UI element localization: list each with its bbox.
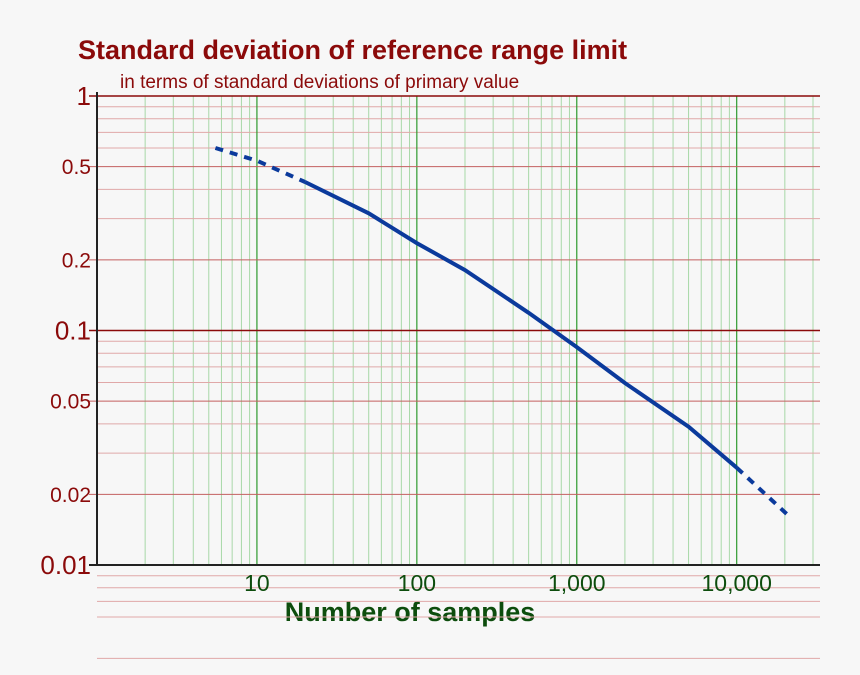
x-tick-label: 100 bbox=[398, 570, 436, 596]
y-tick-label: 0.2 bbox=[62, 249, 91, 272]
y-tick-label: 0.5 bbox=[62, 156, 91, 179]
y-tick-label: 0.1 bbox=[55, 315, 91, 345]
x-tick-label: 10,000 bbox=[702, 570, 772, 596]
chart-subtitle: in terms of standard deviations of prima… bbox=[120, 72, 519, 93]
y-tick-label: 0.02 bbox=[50, 484, 91, 507]
y-tick-label: 0.05 bbox=[50, 391, 91, 414]
data-line bbox=[304, 180, 738, 470]
x-tick-label: 1,000 bbox=[548, 570, 606, 596]
y-tick-label: 0.01 bbox=[40, 550, 91, 580]
data-line bbox=[214, 146, 793, 520]
y-tick-label: 1 bbox=[77, 81, 91, 111]
x-tick-label: 10 bbox=[244, 570, 270, 596]
chart-title: Standard deviation of reference range li… bbox=[78, 35, 627, 65]
x-axis-label: Number of samples bbox=[285, 597, 536, 627]
